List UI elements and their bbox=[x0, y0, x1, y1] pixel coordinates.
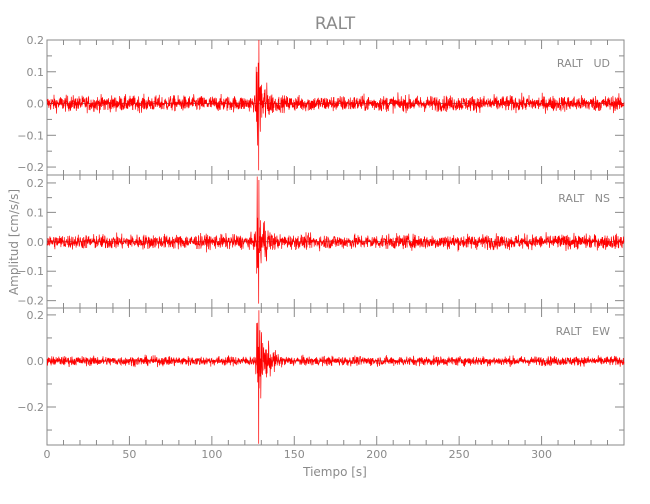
panel-2: 0.2 0.0 −0.2 RALT EW bbox=[17, 307, 625, 446]
panel-frame bbox=[46, 39, 625, 176]
panel-0: 0.2 0.1 0.0 −0.1 −0.2 RALT UD bbox=[17, 34, 625, 176]
y-tick-label: −0.2 bbox=[17, 295, 44, 308]
x-tick-label: 150 bbox=[284, 448, 305, 461]
x-axis-label: Tiempo [s] bbox=[302, 465, 367, 479]
x-tick-label: 300 bbox=[531, 448, 552, 461]
trace-1 bbox=[46, 176, 625, 304]
y-tick-label: 0.1 bbox=[27, 66, 45, 79]
chart-title: RALT bbox=[315, 14, 356, 34]
y-tick-label: 0.1 bbox=[27, 206, 45, 219]
y-tick-label: −0.1 bbox=[17, 265, 44, 278]
y-tick-label: 0.0 bbox=[27, 355, 45, 368]
y-tick-label: 0.2 bbox=[27, 34, 45, 47]
trace-2 bbox=[46, 310, 625, 444]
y-tick-label: 0.0 bbox=[27, 236, 45, 249]
component-label: RALT UD bbox=[557, 57, 610, 70]
y-tick-label: −0.2 bbox=[17, 401, 44, 414]
y-tick-label: −0.1 bbox=[17, 129, 44, 142]
x-tick-label: 50 bbox=[122, 448, 136, 461]
y-tick-label: −0.2 bbox=[17, 161, 44, 174]
x-tick-label: 250 bbox=[449, 448, 470, 461]
component-label: RALT EW bbox=[556, 325, 610, 338]
component-label: RALT NS bbox=[558, 192, 610, 205]
x-tick-label: 200 bbox=[366, 448, 387, 461]
panel-1: 0.2 0.1 0.0 −0.1 −0.2 RALT NS bbox=[17, 174, 625, 309]
y-axis-label: Amplitud [cm/s/s] bbox=[7, 189, 21, 295]
y-tick-label: 0.2 bbox=[27, 177, 45, 190]
trace-0 bbox=[46, 39, 625, 171]
x-tick-label: 0 bbox=[44, 448, 51, 461]
panel-frame bbox=[46, 307, 625, 446]
y-tick-label: 0.2 bbox=[27, 309, 45, 322]
y-tick-label: 0.0 bbox=[27, 98, 45, 111]
x-tick-label: 100 bbox=[201, 448, 222, 461]
